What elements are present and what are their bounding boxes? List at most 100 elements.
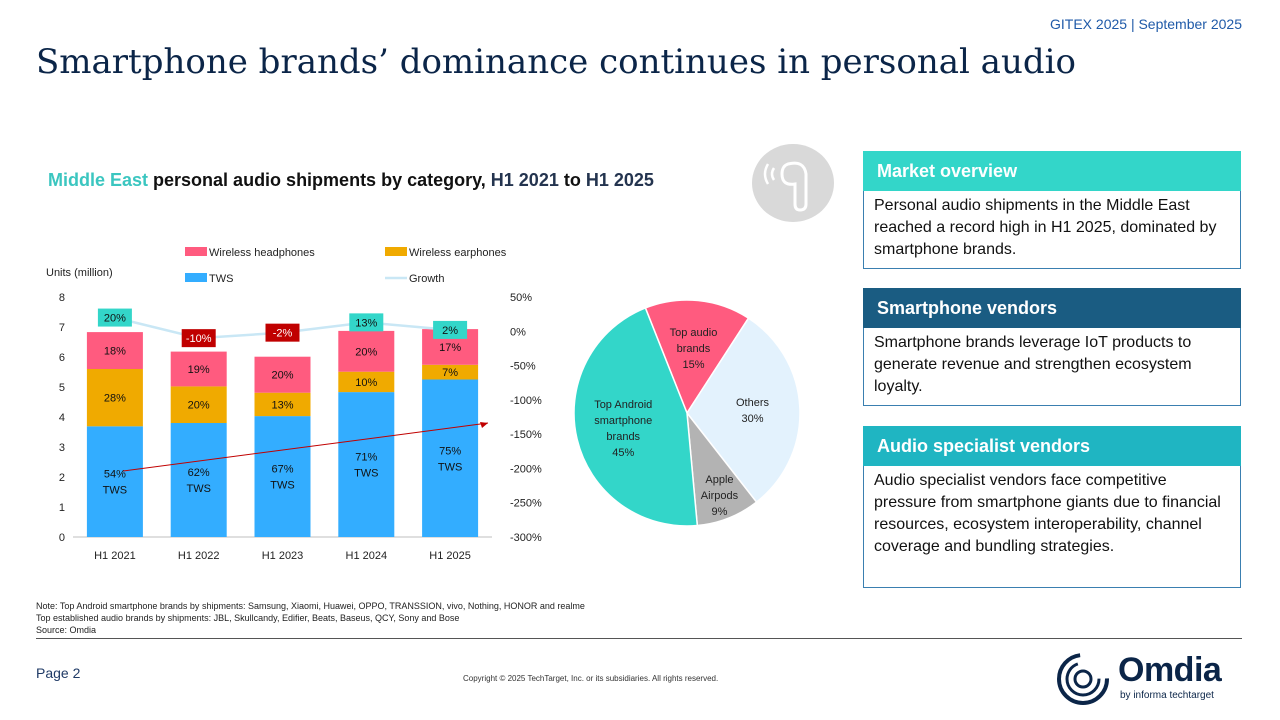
- panel-smartphone-vendors-body: Smartphone brands leverage IoT products …: [863, 328, 1241, 406]
- y-tick-label: 4: [59, 412, 65, 424]
- footer-divider: [36, 638, 1242, 639]
- x-tick-label: H1 2025: [429, 550, 471, 562]
- bar-data-label: TWS: [103, 485, 127, 497]
- growth-data-label: -2%: [273, 328, 293, 340]
- bar-data-label: 18%: [104, 346, 126, 358]
- bar-data-label: 20%: [271, 370, 293, 382]
- pie-chart: Top audio brands 15% Others 30% Apple Airpods 9…: [573, 299, 801, 527]
- bar-data-label: 19%: [188, 364, 210, 376]
- bar-segment: [170, 386, 227, 423]
- y2-tick-label: -150%: [510, 429, 542, 441]
- bar-segment: [170, 423, 227, 537]
- y2-tick-label: -250%: [510, 498, 542, 510]
- pie-label: 30%: [741, 413, 763, 425]
- footnote: Note: Top Android smartphone brands by s…: [36, 601, 585, 611]
- slide-title: Smartphone brands’ dominance continues i…: [36, 42, 1076, 82]
- bar-segment: [338, 330, 395, 372]
- panel-audio-specialist-body: Audio specialist vendors face competitiv…: [863, 466, 1241, 588]
- legend-swatch: [185, 247, 207, 256]
- pie-label: brands: [677, 343, 711, 355]
- bar-data-label: 17%: [439, 342, 461, 354]
- bar-data-label: 20%: [355, 346, 377, 358]
- pie-label: Top Android: [594, 399, 652, 411]
- growth-data-label: 13%: [355, 317, 377, 329]
- bar-data-label: 67%: [271, 464, 293, 476]
- bar-segment: [170, 351, 227, 387]
- y-tick-label: 2: [59, 472, 65, 484]
- pie-label: brands: [606, 431, 640, 443]
- y-tick-label: 3: [59, 442, 65, 454]
- y2-tick-label: -300%: [510, 532, 542, 544]
- panel-audio-specialist-header: Audio specialist vendors: [863, 426, 1241, 466]
- pie-label: Top audio: [670, 327, 718, 339]
- bar-data-label: TWS: [354, 468, 378, 480]
- chart-heading-to: to: [558, 170, 586, 190]
- chart-heading-start: H1 2021: [490, 170, 559, 190]
- growth-label-box: [97, 308, 132, 327]
- bar-data-label: TWS: [438, 461, 462, 473]
- growth-label-box: [433, 320, 468, 339]
- bar-chart: Wireless headphones Wireless earphones TWS…: [46, 247, 542, 562]
- bar-segment: [86, 332, 143, 369]
- earbud-icon: [752, 144, 834, 222]
- pie-label: Apple: [705, 474, 733, 486]
- x-tick-label: H1 2022: [178, 550, 220, 562]
- y2-tick-label: 0%: [510, 326, 526, 338]
- bar-segment: [338, 371, 395, 393]
- panel-market-overview-header: Market overview: [863, 151, 1241, 191]
- y-tick-label: 7: [59, 322, 65, 334]
- pie-label: Airpods: [701, 490, 739, 502]
- pie-label: 9%: [711, 506, 727, 518]
- y2-tick-label: 50%: [510, 292, 532, 304]
- bar-data-label: 13%: [271, 399, 293, 411]
- logo-tagline: by informa techtarget: [1120, 690, 1214, 701]
- bar-data-label: 62%: [188, 467, 210, 479]
- legend-label: TWS: [209, 273, 233, 285]
- legend-swatch: [385, 247, 407, 256]
- bar-data-label: 54%: [104, 469, 126, 481]
- growth-label-box: [265, 323, 300, 342]
- x-tick-label: H1 2021: [94, 550, 136, 562]
- bar-segment: [422, 379, 479, 537]
- y-tick-label: 0: [59, 532, 65, 544]
- copyright: Copyright © 2025 TechTarget, Inc. or its…: [463, 674, 719, 683]
- legend-label: Growth: [409, 273, 444, 285]
- event-date: GITEX 2025 | September 2025: [1050, 16, 1242, 32]
- x-tick-label: H1 2024: [346, 550, 388, 562]
- chart-axes: 0 1 2 3 4 5 6 7 8 50% 0% -50% -100% -150% -200% -250% -3…: [59, 292, 542, 562]
- pie-slices: Top audio brands 15% Others 30% Apple Airpods 9…: [573, 299, 801, 527]
- y-tick-label: 1: [59, 502, 65, 514]
- chart-heading-region: Middle East: [48, 170, 149, 190]
- bar-data-label: 28%: [104, 393, 126, 405]
- y-axis-title: Units (million): [46, 267, 113, 279]
- y2-tick-label: -100%: [510, 395, 542, 407]
- pie-label: 45%: [612, 447, 634, 459]
- omdia-logo-icon: [1057, 653, 1109, 705]
- y-tick-label: 5: [59, 382, 65, 394]
- trend-arrow: [123, 422, 489, 472]
- footnote: Top established audio brands by shipment…: [36, 613, 460, 623]
- pie-label: 15%: [682, 359, 704, 371]
- bar-segment: [254, 356, 311, 393]
- y2-tick-label: -50%: [510, 361, 536, 373]
- bar-segment: [422, 364, 479, 380]
- chart-heading-text: personal audio shipments by category,: [148, 170, 491, 190]
- chart-heading-end: H1 2025: [585, 170, 654, 190]
- bar-data-label: 20%: [188, 400, 210, 412]
- bar-data-label: 71%: [355, 452, 377, 464]
- bar-segment: [254, 392, 311, 417]
- bar-data-label: 75%: [439, 445, 461, 457]
- pie-slice: [644, 299, 750, 415]
- logo-wordmark: Omdia: [1118, 651, 1222, 689]
- legend-label: Wireless earphones: [409, 247, 507, 259]
- page-number: Page 2: [36, 665, 81, 681]
- bar-segment: [86, 426, 143, 537]
- growth-labels: 20% -10% -2% 13% 2%: [97, 308, 468, 348]
- bar-data-label: TWS: [270, 480, 294, 492]
- legend-label: Wireless headphones: [209, 247, 315, 259]
- legend-swatch: [185, 273, 207, 282]
- growth-data-label: 20%: [104, 313, 126, 325]
- x-tick-label: H1 2023: [262, 550, 304, 562]
- chart-heading: Middle East personal audio shipments by …: [48, 170, 654, 191]
- y2-tick-label: -200%: [510, 463, 542, 475]
